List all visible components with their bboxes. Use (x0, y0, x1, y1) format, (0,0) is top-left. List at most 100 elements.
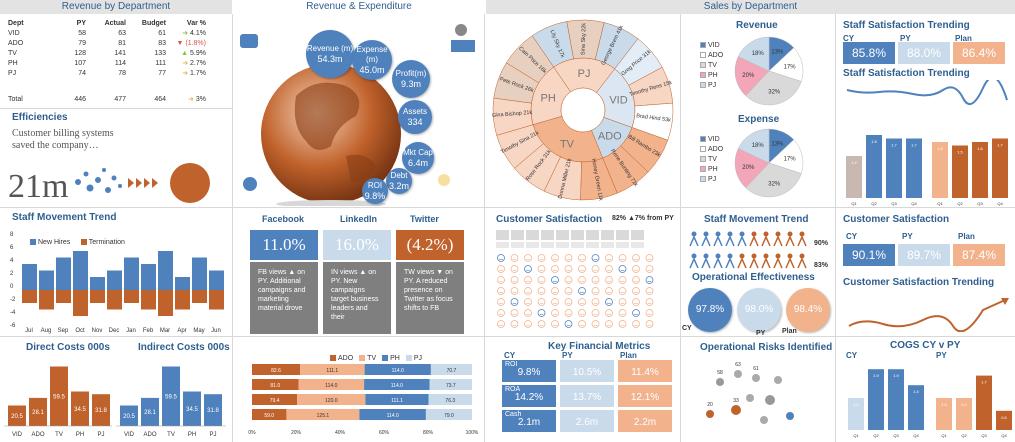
segment-value: 120.0 (325, 398, 338, 404)
bubble-roi: ROI 9.8% (362, 178, 388, 204)
bubble-mkt-cap: Mkt Cap 6.4m (402, 142, 434, 174)
legend-item: ADO (330, 355, 353, 362)
bar (71, 391, 89, 426)
bar (29, 397, 47, 426)
stacked-segment (298, 379, 365, 390)
expense-pie-legend: VID ADO TV PH PJ (700, 134, 723, 184)
risk-label: 61 (753, 366, 759, 372)
segment-value: 73.7 (446, 383, 456, 389)
legend-label: TV (708, 155, 717, 163)
smiley-icon (497, 265, 505, 273)
cust-sat-py-label: PY (902, 232, 913, 241)
legend-label: PH (708, 165, 718, 173)
bar-label: PJ (97, 432, 104, 438)
smiley-icon (524, 276, 532, 284)
cell-budget: 133 (154, 49, 166, 57)
revenue-pie-legend: VID ADO TV PH PJ (700, 40, 723, 90)
smiley-icon (591, 309, 600, 317)
x-tick: 80% (423, 430, 434, 436)
person-icon (715, 253, 721, 259)
staff-sat-py: 88.0% (898, 42, 950, 64)
bar-label: Q4 (913, 433, 919, 438)
facebook-note: FB views ▲ on PY. Additional campaigns a… (250, 262, 318, 334)
bar (956, 398, 972, 430)
bar-termination (107, 290, 122, 310)
stacked-segment (365, 394, 429, 405)
y-tick: 8 (10, 232, 14, 238)
arrow-right-icon: ➜ (188, 96, 194, 103)
bar-value: 1.7 (891, 143, 897, 148)
facebook-value: 11.0% (250, 230, 318, 260)
bubble-debt: Debt 3.2m (386, 168, 412, 194)
bar-value: 1.0 (961, 402, 967, 407)
segment-value: 70.7 (447, 368, 457, 374)
smiley-icon (578, 298, 586, 306)
efficiencies-title: Efficiencies (12, 112, 68, 123)
person-icon (799, 231, 805, 237)
smiley-icon (510, 254, 519, 262)
legend-item: PH (700, 164, 723, 174)
bar-value: 31.8 (207, 408, 219, 414)
sunburst-inner-label: ADO (598, 131, 622, 143)
cell-budget: 83 (158, 39, 166, 47)
segment-value: 79.0 (444, 413, 454, 419)
cust-sat-cy-label: CY (846, 232, 858, 241)
op-eff-plan: 98.4% (786, 288, 830, 332)
legend-label: ADO (708, 145, 724, 153)
smiley-icon (591, 298, 600, 306)
fin-row-label: Cash (505, 411, 522, 418)
cell-actual: 114 (114, 59, 126, 67)
x-tick: Jan (126, 328, 136, 334)
smiley-icon (578, 309, 586, 317)
smiley-icon (497, 276, 505, 284)
smiley-icon (524, 254, 532, 262)
bar-new-hires (124, 257, 139, 290)
smiley-icon (510, 298, 519, 306)
stacked-segment (300, 364, 365, 375)
smiley-icon (605, 320, 613, 328)
staff-sat-trend-title: Staff Satisfaction Trending (843, 68, 970, 79)
x-tick: 0% (248, 430, 256, 436)
sunburst-outer-label: Sina Sky 22k (581, 23, 588, 56)
arrow-right-icon: ➜ (182, 30, 191, 37)
key-fin-title: Key Financial Metrics (548, 341, 651, 352)
legend-label: PJ (708, 81, 717, 89)
cell-var: ▲ 5.9% (170, 48, 210, 58)
staff-movement-chart: 8 6 4 2 0 -2 -4 -6 Jul Aug Sep Oct Nov Dec Jan Feb Mar Ap… (10, 232, 224, 334)
smiley-icon (497, 287, 505, 295)
cell-actual: 141 (114, 49, 126, 57)
fin-row-label: ROI (505, 361, 518, 368)
cust-sat-cy: 90.1% (843, 244, 895, 266)
bubble-value: 334 (407, 117, 423, 127)
bar-termination (39, 290, 54, 310)
risk-ball (734, 370, 742, 378)
smiley-icon (632, 254, 640, 262)
legend-item: TV (700, 154, 723, 164)
stacked-bar-chart: 82.6 111.1 114.0 70.7 81.0 114.0 114.0 73.7 79.4… (248, 364, 479, 436)
bar-value: 34.5 (74, 407, 86, 413)
op-eff-py: 98.0% (737, 288, 781, 332)
pie-slice-label: 13% (771, 142, 784, 148)
smiley-icon (578, 254, 586, 262)
bar-label: PH (188, 432, 196, 438)
smiley-icon (524, 309, 532, 317)
bar-termination (175, 290, 190, 310)
smiley-icon (510, 265, 519, 273)
bar-termination (124, 290, 139, 303)
bubble-label: Expense (m) (356, 45, 388, 64)
efficiencies-graphic (75, 163, 210, 203)
bar-label: PJ (209, 432, 216, 438)
bar (866, 135, 882, 198)
bar-new-hires (192, 257, 207, 290)
table-row: TV 128 141 133 ▲ 5.9% (4, 48, 210, 58)
cust-sat-trend-title: Customer Satisfaction Trending (843, 277, 995, 288)
op-eff-cy-label: CY (682, 325, 692, 332)
smiley-icon (645, 265, 654, 273)
y-tick: -2 (10, 297, 16, 303)
bubble-expense-m: Expense (m) 45.0m (352, 40, 392, 80)
stacked-segment (297, 394, 366, 405)
header-sales-by-dept: Sales by Department (486, 0, 1015, 14)
smiley-icon (551, 309, 559, 317)
cell-dept: PJ (8, 69, 17, 77)
bar (868, 369, 884, 430)
